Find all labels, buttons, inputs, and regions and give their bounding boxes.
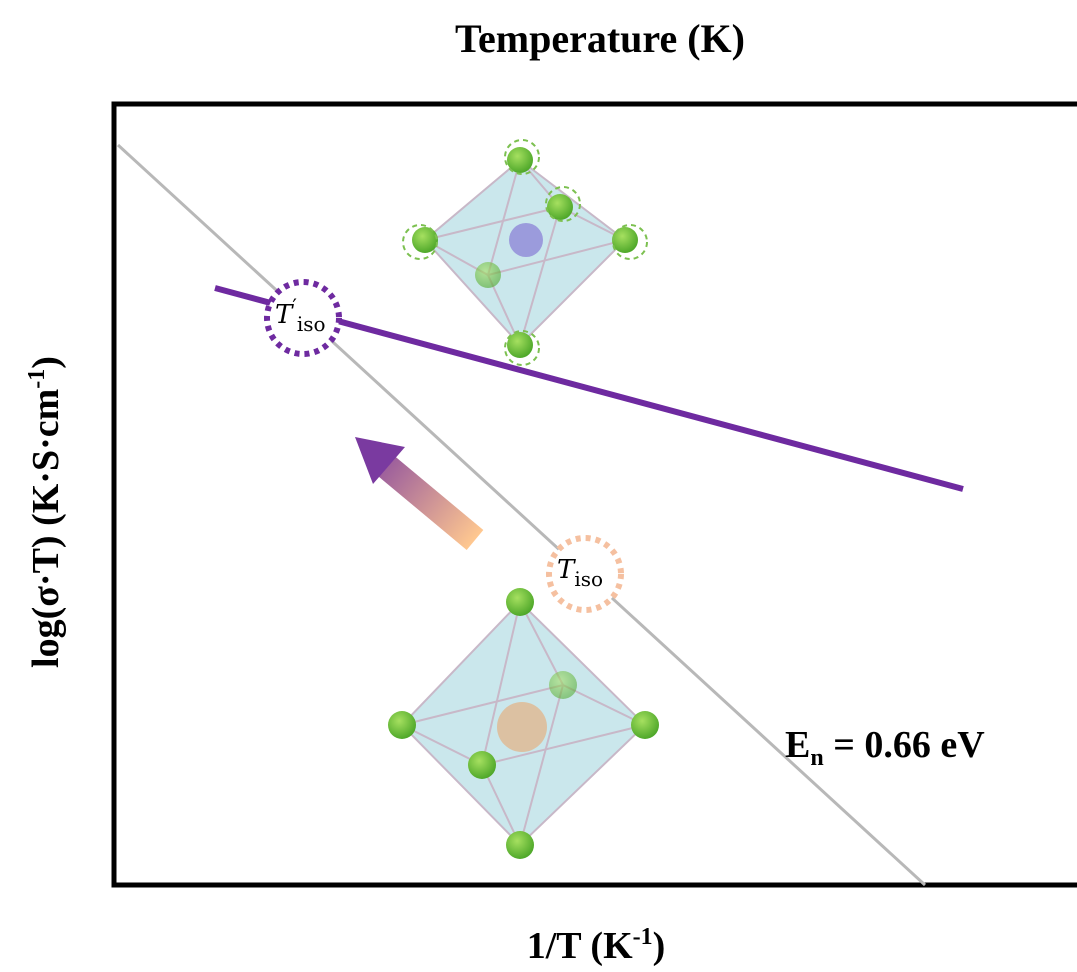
marker-symbol: T (557, 555, 576, 585)
octahedron-bottom (388, 588, 659, 859)
annotation: En = 0.66 eV (785, 724, 985, 771)
x-axis-superscript: -1 (633, 924, 653, 950)
marker-subscript: iso (297, 312, 326, 336)
y-axis-text: log(σ·T) (K·S·cm (25, 389, 67, 668)
marker-circle (264, 279, 342, 357)
annotation-rest: = 0.66 eV (824, 724, 986, 766)
y-axis-superscript: -1 (24, 369, 50, 389)
plot-frame (111, 101, 1077, 888)
annotation-subscript: n (810, 745, 823, 771)
x-axis-label: 1/T (K-1) (527, 924, 666, 967)
marker-label: Tiso (557, 555, 603, 591)
marker-label: T′iso (275, 294, 326, 336)
top-axis-label: Temperature (K) (455, 16, 745, 61)
shift-arrow (355, 437, 484, 550)
y-axis-label: log(σ·T) (K·S·cm-1) (24, 356, 67, 668)
y-axis-end: ) (25, 356, 67, 369)
x-axis-text: 1/T (K (527, 925, 633, 967)
marker-subscript: iso (574, 567, 603, 591)
annotation-main: E (785, 724, 810, 766)
marker-symbol: T (275, 300, 294, 330)
reference-line (116, 143, 927, 887)
marker-prime: ′ (292, 294, 297, 318)
x-axis-end: ) (653, 925, 666, 967)
marker-circle (546, 535, 624, 613)
octahedron-top (402, 139, 648, 366)
